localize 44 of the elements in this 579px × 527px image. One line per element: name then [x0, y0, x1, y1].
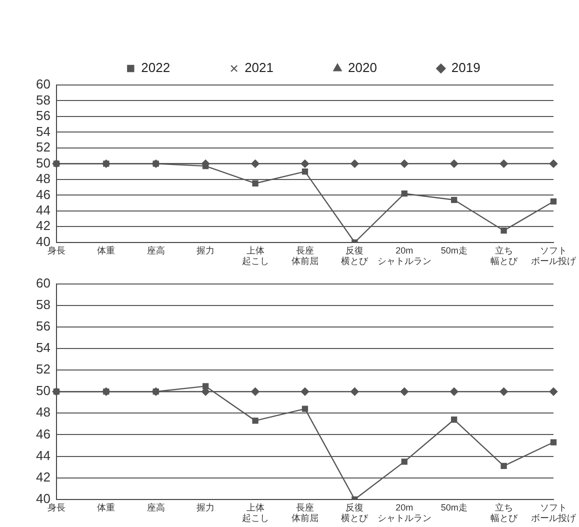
x-tick-label: 長座体前屈	[291, 245, 318, 266]
y-tick-label: 50	[36, 155, 50, 170]
x-tick-label: 立ち幅とび	[490, 502, 518, 524]
y-tick-label: 54	[36, 124, 50, 139]
y-tick-label: 54	[36, 340, 50, 356]
y-tick-label: 46	[36, 426, 50, 442]
x-tick-label: 長座体前屈	[291, 502, 318, 524]
x-tick-label: 座高	[146, 502, 165, 512]
y-tick-label: 58	[36, 296, 50, 312]
legend-label: 2019	[451, 60, 480, 76]
y-tick-label: 56	[36, 318, 50, 334]
y-tick-label: 60	[36, 76, 50, 92]
y-tick-label: 52	[36, 140, 50, 155]
y-tick-label: 56	[36, 108, 50, 124]
y-tick-label: 42	[36, 469, 50, 484]
x-tick-label: 20mシャトルラン	[377, 502, 432, 524]
y-tick-label: 42	[36, 218, 50, 234]
y-tick-label: 44	[36, 202, 50, 218]
x-tick-label: 上体起こし	[242, 245, 269, 266]
x-tick-label: ソフトボール投げ	[531, 245, 577, 266]
y-tick-label: 48	[36, 404, 50, 420]
y-tick-label: 60	[36, 275, 50, 290]
x-tick-label: 50m走	[440, 502, 468, 512]
legend-label: 2020	[348, 60, 377, 76]
x-tick-label: 反復横とび	[341, 245, 370, 266]
x-tick-label: 50m走	[440, 245, 468, 256]
x-tick-label: 20mシャトルラン	[377, 245, 432, 266]
x-tick-label: 握力	[196, 245, 215, 256]
y-tick-label: 52	[36, 362, 50, 377]
x-tick-label: 体重	[97, 502, 116, 512]
legend-label: 2022	[141, 60, 170, 76]
x-tick-label: 体重	[97, 245, 116, 256]
y-tick-label: 44	[36, 448, 50, 463]
x-tick-label: 握力	[196, 502, 215, 512]
x-tick-label: 座高	[146, 245, 165, 256]
y-tick-label: 58	[36, 92, 50, 108]
y-tick-label: 46	[36, 186, 50, 202]
x-tick-label: 立ち幅とび	[490, 245, 518, 266]
x-tick-label: ソフトボール投げ	[531, 502, 577, 524]
y-tick-label: 48	[36, 171, 50, 186]
x-tick-label: 反復横とび	[341, 502, 370, 524]
legend-label: 2021	[244, 60, 274, 76]
x-tick-label: 上体起こし	[242, 502, 269, 524]
y-tick-label: 50	[36, 383, 50, 398]
